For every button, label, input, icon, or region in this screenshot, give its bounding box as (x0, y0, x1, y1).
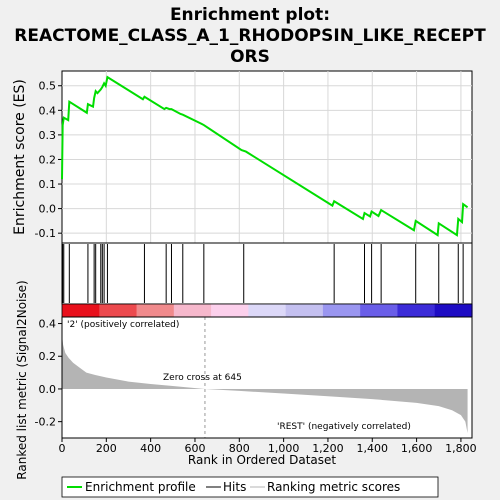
color-bar-segment (99, 304, 138, 317)
es-y-ticks: -0.1 0.0 0.1 0.2 0.3 0.4 0.5 (35, 80, 62, 240)
metric-x-ticks: 0 200 400 600 800 1,000 1,200 1,400 1,600 1,800 (59, 438, 477, 455)
chart-title-line-3: ORS (230, 47, 270, 67)
es-y-tick-label: 0.4 (39, 104, 57, 117)
color-bar-segment (248, 304, 287, 317)
es-panel: -0.1 0.0 0.1 0.2 0.3 0.4 0.5 (35, 70, 473, 244)
color-bar-segment (434, 304, 473, 317)
hit-lines (62, 244, 464, 303)
color-bar-segment (360, 304, 399, 317)
es-y-tick-label: 0.2 (39, 153, 57, 166)
metric-x-tick-label: 0 (59, 442, 66, 455)
legend-label-ranking: Ranking metric scores (267, 480, 400, 494)
metric-x-tick-label: 200 (96, 442, 117, 455)
metric-x-tick-label: 800 (229, 442, 250, 455)
x-axis-label: Rank in Ordered Dataset (188, 453, 336, 467)
enrichment-profile-line (61, 75, 469, 237)
color-bar-segment (322, 304, 361, 317)
es-panel-background (61, 70, 473, 244)
hits-panel (61, 242, 473, 305)
color-bar-segment (173, 304, 212, 317)
metric-panel-frame (61, 316, 473, 439)
positive-correlation-label: '2' (positively correlated) (67, 320, 179, 330)
metric-y-ticks: -0.2 0.0 0.2 0.4 (35, 318, 62, 429)
legend-label-hits: Hits (223, 480, 246, 494)
chart-title-line-2: REACTOME_CLASS_A_1_RHODOPSIN_LIKE_RECEPT (14, 26, 486, 46)
metric-panel: -0.2 0.0 0.2 0.4 0 200 400 600 800 1,000 1,200 1,4… (35, 316, 477, 455)
metric-y-tick-label: -0.2 (35, 416, 56, 429)
metric-x-tick-label: 1,200 (312, 442, 344, 455)
negative-correlation-label: 'REST' (negatively correlated) (277, 422, 411, 432)
hits-panel-background (61, 242, 473, 305)
metric-x-tick-label: 1,400 (357, 442, 389, 455)
es-y-tick-label: 0.0 (39, 203, 57, 216)
metric-x-tick-label: 1,000 (268, 442, 300, 455)
metric-y-tick-label: 0.4 (39, 318, 57, 331)
es-y-tick-label: 0.5 (39, 80, 57, 93)
ranking-metric-area (62, 334, 468, 434)
metric-x-tick-label: 600 (184, 442, 205, 455)
color-bar-segment (62, 304, 100, 317)
legend: Enrichment profile Hits Ranking metric s… (61, 476, 439, 498)
metric-panel-background (61, 316, 473, 439)
es-y-tick-label: 0.3 (39, 129, 57, 142)
metric-x-tick-label: 1,600 (401, 442, 433, 455)
metric-y-tick-label: 0.0 (39, 383, 57, 396)
color-bar-segment (211, 304, 249, 317)
es-y-tick-label: 0.1 (39, 178, 57, 191)
es-y-tick-label: -0.1 (35, 227, 56, 240)
ranked-list-color-bar (61, 303, 473, 318)
es-y-axis-label: Enrichment score (ES) (12, 79, 28, 235)
color-bar-segment (285, 304, 324, 317)
color-bar-segment (136, 304, 175, 317)
metric-x-tick-label: 1,800 (445, 442, 477, 455)
metric-y-axis-label: Ranked list metric (Signal2Noise) (15, 280, 29, 479)
legend-label-enrichment: Enrichment profile (85, 480, 196, 494)
chart-title-line-1: Enrichment plot: (170, 5, 330, 25)
zero-cross-label: Zero cross at 645 (163, 373, 242, 383)
metric-x-tick-label: 400 (140, 442, 161, 455)
color-bar-segment (397, 304, 436, 317)
metric-y-tick-label: 0.2 (39, 350, 57, 363)
